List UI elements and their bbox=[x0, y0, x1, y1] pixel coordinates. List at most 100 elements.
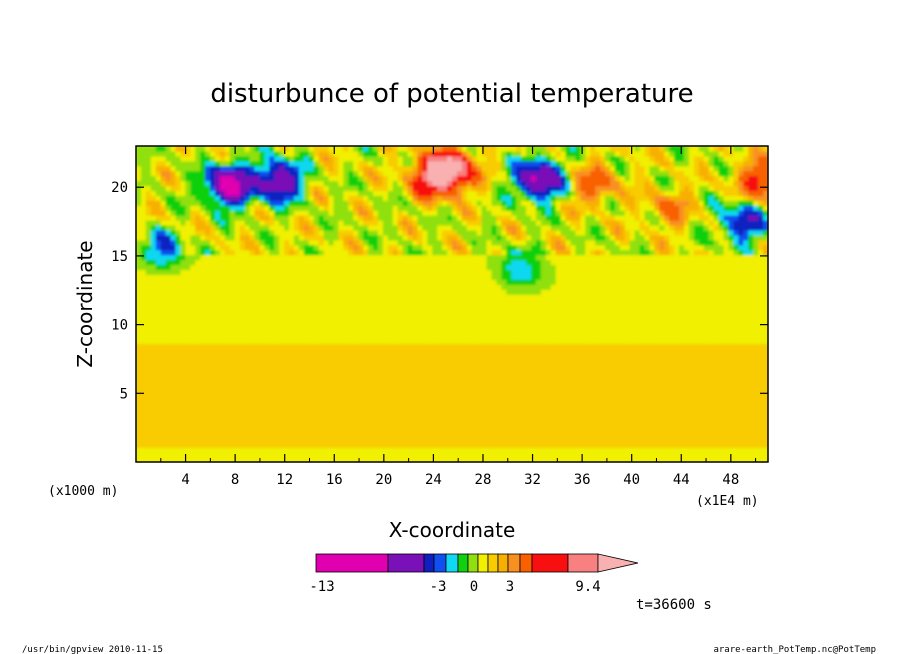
field-cell bbox=[447, 279, 453, 285]
field-cell bbox=[249, 185, 256, 192]
field-cell bbox=[333, 195, 340, 201]
field-cell bbox=[437, 348, 443, 354]
field-cell bbox=[229, 457, 236, 462]
field-cell bbox=[471, 220, 478, 226]
field-cell bbox=[343, 397, 349, 404]
field-cell bbox=[491, 348, 498, 354]
field-cell bbox=[210, 358, 216, 364]
field-cell bbox=[368, 150, 374, 157]
field-cell bbox=[491, 200, 498, 206]
field-cell bbox=[284, 220, 290, 226]
field-cell bbox=[382, 457, 389, 462]
field-cell bbox=[200, 358, 206, 364]
field-cell bbox=[338, 457, 344, 462]
field-cell bbox=[175, 412, 182, 419]
field-cell bbox=[447, 353, 453, 359]
field-cell bbox=[402, 432, 409, 438]
field-cell bbox=[387, 259, 394, 266]
field-cell bbox=[407, 195, 414, 201]
field-cell bbox=[432, 392, 438, 399]
field-cell bbox=[486, 412, 493, 419]
field-cell bbox=[229, 150, 236, 157]
field-cell bbox=[481, 412, 488, 419]
field-cell bbox=[368, 180, 374, 187]
field-cell bbox=[442, 269, 448, 275]
field-cell bbox=[180, 368, 186, 374]
field-cell bbox=[452, 323, 458, 330]
field-cell bbox=[254, 279, 261, 285]
field-cell bbox=[407, 269, 414, 275]
field-cell bbox=[205, 397, 211, 404]
field-cell bbox=[145, 200, 152, 206]
field-cell bbox=[170, 318, 177, 325]
field-cell bbox=[224, 318, 231, 325]
field-cell bbox=[382, 284, 389, 290]
field-cell bbox=[145, 254, 152, 261]
field-cell bbox=[456, 150, 463, 157]
field-cell bbox=[333, 165, 340, 172]
field-cell bbox=[249, 323, 256, 330]
field-cell bbox=[333, 190, 340, 196]
field-cell bbox=[210, 284, 216, 290]
field-cell bbox=[219, 155, 226, 162]
field-cell bbox=[308, 155, 315, 162]
field-cell bbox=[274, 313, 280, 320]
field-cell bbox=[254, 402, 261, 409]
field-cell bbox=[318, 348, 325, 354]
field-cell bbox=[392, 155, 399, 162]
field-cell bbox=[249, 348, 256, 354]
field-cell bbox=[476, 308, 483, 315]
field-cell bbox=[136, 417, 142, 424]
field-cell bbox=[491, 210, 498, 216]
field-cell bbox=[437, 299, 443, 305]
field-cell bbox=[353, 239, 359, 246]
field-cell bbox=[140, 215, 147, 221]
field-cell bbox=[387, 170, 394, 177]
field-cell bbox=[501, 333, 507, 340]
field-cell bbox=[229, 190, 236, 196]
field-cell bbox=[195, 234, 201, 241]
field-cell bbox=[205, 200, 211, 206]
field-cell bbox=[412, 279, 419, 285]
field-cell bbox=[205, 313, 211, 320]
field-cell bbox=[407, 452, 414, 458]
field-cell bbox=[210, 308, 216, 315]
field-cell bbox=[175, 397, 182, 404]
field-cell bbox=[195, 160, 201, 167]
field-cell bbox=[298, 274, 305, 280]
field-cell bbox=[274, 225, 280, 231]
field-cell bbox=[150, 417, 157, 424]
field-cell bbox=[175, 457, 182, 462]
field-cell bbox=[496, 180, 502, 187]
field-cell bbox=[269, 333, 275, 340]
field-cell bbox=[318, 254, 325, 261]
field-cell bbox=[239, 447, 246, 453]
field-cell bbox=[195, 279, 201, 285]
field-cell bbox=[353, 437, 359, 443]
field-cell bbox=[210, 457, 216, 462]
field-cell bbox=[170, 254, 177, 261]
field-cell bbox=[491, 150, 498, 157]
field-cell bbox=[417, 170, 423, 177]
field-cell bbox=[254, 264, 261, 271]
field-cell bbox=[165, 353, 172, 359]
field-cell bbox=[437, 328, 443, 335]
field-cell bbox=[516, 333, 522, 340]
field-cell bbox=[363, 328, 369, 335]
field-cell bbox=[219, 205, 226, 211]
field-cell bbox=[239, 452, 246, 458]
field-cell bbox=[180, 165, 186, 172]
field-cell bbox=[323, 437, 330, 443]
field-cell bbox=[501, 195, 507, 201]
field-cell bbox=[279, 358, 285, 364]
field-cell bbox=[239, 220, 246, 226]
field-cell bbox=[279, 190, 285, 196]
field-cell bbox=[170, 442, 177, 448]
field-cell bbox=[145, 323, 152, 330]
field-cell bbox=[358, 447, 364, 453]
field-cell bbox=[422, 205, 428, 211]
field-cell bbox=[155, 417, 162, 424]
field-cell bbox=[452, 417, 458, 424]
field-cell bbox=[185, 234, 191, 241]
field-cell bbox=[333, 383, 340, 389]
